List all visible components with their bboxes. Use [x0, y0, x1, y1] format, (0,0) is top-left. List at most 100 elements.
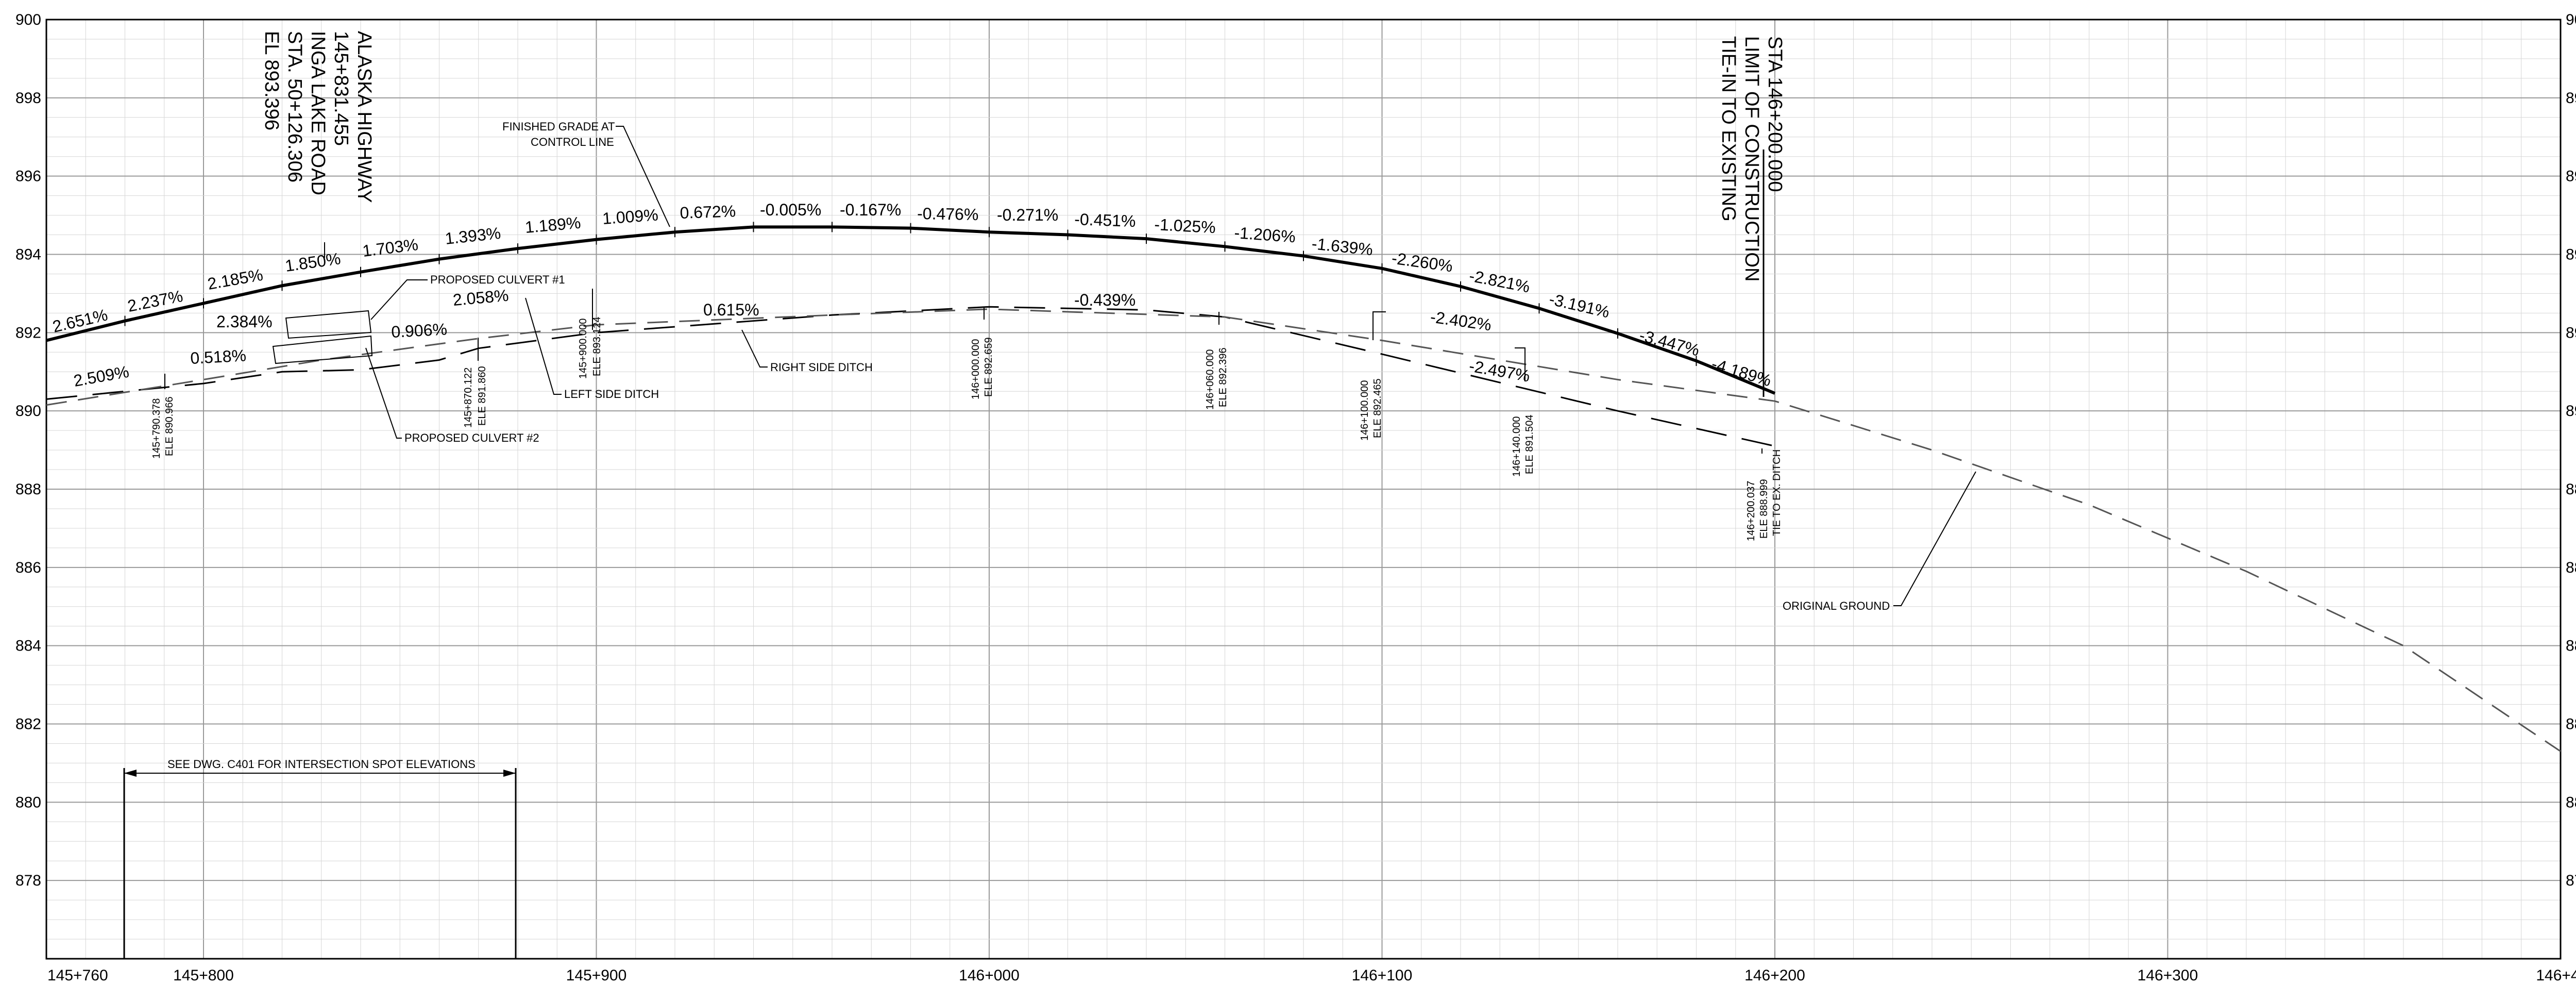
plot-frame: [45, 19, 2562, 960]
grade-label: 1.009%: [602, 205, 659, 227]
grade-label: 0.672%: [680, 202, 736, 222]
y-tick-label-left: 898: [15, 90, 41, 107]
grade-label: -0.451%: [1074, 210, 1136, 230]
x-tick-label: 145+900: [566, 967, 627, 984]
y-tick-label-right: 900: [2566, 11, 2576, 28]
left-ditch-callout: LEFT SIDE DITCH: [525, 297, 659, 401]
x-tick-label: 145+760: [47, 967, 108, 984]
limit-note-line: LIMIT OF CONSTRUCTION: [1741, 36, 1762, 281]
station-leader: [1372, 311, 1386, 340]
station-elevation-label: ELE 891.860: [477, 366, 488, 426]
culvert-1-note: PROPOSED CULVERT #1: [430, 273, 565, 286]
grade-label: 1.393%: [444, 224, 502, 248]
y-tick-label-left: 886: [15, 559, 41, 576]
y-tick-label-right: 882: [2566, 716, 2576, 733]
station-elevation-label: ELE 892.396: [1217, 347, 1229, 407]
culvert-2-note: PROPOSED CULVERT #2: [404, 431, 539, 444]
station-elevation-label: ELE 888.999: [1758, 479, 1770, 539]
y-tick-label-right: 896: [2566, 168, 2576, 185]
right-ditch-leader: [741, 329, 768, 368]
ditch-grade-label: 2.384%: [216, 312, 273, 331]
ditch-grade-label: 0.615%: [703, 301, 759, 319]
y-tick-label-right: 894: [2566, 246, 2576, 263]
x-tick-label: 146+100: [1352, 967, 1413, 984]
right-ditch-callout: RIGHT SIDE DITCH: [741, 329, 873, 374]
station-label: 146+100.000: [1359, 380, 1370, 441]
right-side-ditch-line: [46, 306, 1775, 447]
finished-grade-note: CONTROL LINE: [531, 136, 614, 148]
limit-callout: STA 146+200.000 LIMIT OF CONSTRUCTION TI…: [1718, 36, 1786, 281]
station-label: 146+000.000: [970, 339, 981, 399]
station-label: 146+060.000: [1205, 349, 1216, 410]
limit-note-line: TIE-IN TO EXISTING: [1718, 36, 1739, 222]
intersection-note-line: 145+831.455: [330, 31, 352, 146]
original-ground-callout: ORIGINAL GROUND: [1783, 471, 1976, 612]
station-leader: [1515, 347, 1526, 381]
culverts: [272, 279, 428, 439]
grade-label: -0.271%: [997, 206, 1058, 224]
y-tick-label-right: 890: [2566, 403, 2576, 420]
x-tick-label: 146+200: [1744, 967, 1805, 984]
y-tick-label-left: 890: [15, 403, 41, 420]
ditch-grade-label: -0.439%: [1074, 291, 1136, 309]
grade-label: -1.206%: [1234, 223, 1296, 246]
grade-label: 1.850%: [284, 249, 342, 275]
station-note-label: TIE TO EX. DITCH: [1771, 449, 1783, 536]
right-ditch-note: RIGHT SIDE DITCH: [770, 361, 873, 374]
y-tick-label-left: 888: [15, 481, 41, 498]
y-tick-label-right: 886: [2566, 559, 2576, 576]
station-elevation-label: ELE 893.124: [591, 316, 603, 376]
y-tick-label-left: 896: [15, 168, 41, 185]
y-tick-label-right: 884: [2566, 638, 2576, 655]
finished-grade-callout: FINISHED GRADE AT CONTROL LINE: [502, 120, 670, 227]
culvert-2-leader: [365, 347, 402, 439]
grade-label: -0.476%: [917, 204, 979, 224]
station-elevation-label: ELE 892.659: [983, 337, 994, 397]
left-ditch-leader: [525, 297, 562, 395]
x-tick-label: 146+400: [2536, 967, 2576, 984]
grade-label: -3.447%: [1637, 326, 1701, 360]
station-label: 146+200.037: [1745, 481, 1757, 541]
intersection-callout: ALASKA HIGHWAY 145+831.455 INGA LAKE ROA…: [261, 31, 375, 203]
original-ground-note: ORIGINAL GROUND: [1783, 599, 1890, 612]
station-elevation-label: ELE 892.465: [1372, 378, 1383, 438]
culvert-1-leader: [370, 279, 428, 320]
y-tick-label-right: 898: [2566, 90, 2576, 107]
y-tick-label-right: 892: [2566, 324, 2576, 341]
dimension-arrow-right: [503, 770, 516, 777]
original-ground-line: [46, 308, 2561, 752]
left-ditch-note: LEFT SIDE DITCH: [564, 388, 659, 401]
grid-lines: [46, 20, 2561, 959]
intersection-note-line: EL 893.396: [261, 31, 282, 130]
grade-label: -0.005%: [760, 201, 821, 219]
station-label: 145+870.122: [463, 368, 474, 428]
grade-label: 2.185%: [206, 265, 264, 293]
finished-grade-note: FINISHED GRADE AT: [502, 120, 615, 133]
y-tick-label-left: 894: [15, 246, 41, 263]
intersection-note-line: ALASKA HIGHWAY: [353, 31, 375, 203]
y-tick-label-right: 880: [2566, 794, 2576, 811]
y-tick-label-right: 878: [2566, 872, 2576, 889]
y-axis-labels-right: 900 898 896 894 892 890 888 886 884 882 880 878: [2566, 11, 2576, 889]
x-tick-label: 146+000: [959, 967, 1020, 984]
grade-label: -1.025%: [1154, 215, 1216, 237]
station-elevation-label: ELE 891.504: [1524, 414, 1535, 474]
y-axis-labels-left: 900 898 896 894 892 890 888 886 884 882 880 878: [15, 11, 41, 889]
x-tick-label: 146+300: [2138, 967, 2198, 984]
y-tick-label-left: 900: [15, 11, 41, 28]
y-tick-label-left: 892: [15, 324, 41, 341]
ditch-grade-label: 2.058%: [452, 286, 509, 309]
ditch-grade-labels: 2.509% 0.518% 2.384% 0.906% 2.058% 0.615…: [72, 286, 1531, 390]
y-tick-label-left: 878: [15, 872, 41, 889]
finished-grade-leader: [616, 126, 670, 227]
dimension-note: SEE DWG. C401 FOR INTERSECTION SPOT ELEV…: [167, 758, 476, 771]
dimension-arrow-left: [124, 770, 137, 777]
x-tick-label: 145+800: [173, 967, 234, 984]
grade-label: 1.189%: [524, 213, 581, 237]
culvert-1-box: [285, 310, 372, 339]
grade-label: -1.639%: [1311, 234, 1374, 259]
ditch-grade-label: -2.402%: [1429, 307, 1493, 334]
grade-label: -0.167%: [840, 201, 901, 219]
y-tick-label-left: 880: [15, 794, 41, 811]
